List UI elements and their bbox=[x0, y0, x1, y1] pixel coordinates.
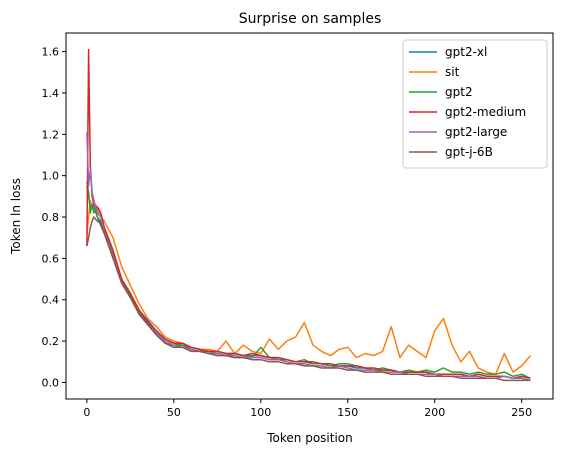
legend-label-gpt2-large: gpt2-large bbox=[445, 125, 507, 139]
y-tick-label: 0.2 bbox=[42, 335, 60, 348]
y-tick-label: 1.6 bbox=[42, 46, 60, 59]
series-line-sit bbox=[86, 199, 531, 375]
x-axis-label: Token position bbox=[266, 431, 353, 445]
y-axis: 0.0 0.2 0.4 0.6 0.8 1.0 1.2 1.4 1.6 bbox=[42, 46, 66, 389]
legend: gpt2-xl sit gpt2 gpt2-medium gpt2-large gpt-j… bbox=[402, 39, 548, 169]
y-tick-label: 1.0 bbox=[42, 170, 60, 183]
x-tick-label: 250 bbox=[511, 406, 532, 419]
x-tick-label: 0 bbox=[83, 406, 90, 419]
legend-label-gpt2: gpt2 bbox=[445, 85, 473, 99]
legend-label-gpt-j-6B: gpt-j-6B bbox=[445, 145, 493, 159]
legend-label-gpt2-medium: gpt2-medium bbox=[445, 105, 526, 119]
x-tick-label: 150 bbox=[337, 406, 358, 419]
y-tick-label: 0.8 bbox=[42, 211, 60, 224]
y-axis-label: Token ln loss bbox=[9, 178, 23, 255]
series-layer bbox=[86, 48, 531, 382]
legend-box bbox=[402, 39, 548, 169]
y-tick-label: 0.6 bbox=[42, 252, 60, 265]
chart-title: Surprise on samples bbox=[239, 11, 382, 27]
x-axis: 0 50 100 150 200 250 bbox=[83, 399, 532, 419]
x-tick-label: 100 bbox=[250, 406, 271, 419]
legend-label-gpt2-xl: gpt2-xl bbox=[445, 45, 487, 59]
y-tick-label: 0.0 bbox=[42, 376, 60, 389]
x-tick-label: 50 bbox=[167, 406, 181, 419]
y-tick-label: 0.4 bbox=[42, 294, 60, 307]
y-tick-label: 1.2 bbox=[42, 128, 60, 141]
series-line-gpt2-medium bbox=[86, 48, 531, 380]
legend-label-sit: sit bbox=[445, 65, 460, 79]
plot-frame bbox=[65, 32, 554, 400]
y-tick-label: 1.4 bbox=[42, 87, 60, 100]
x-tick-label: 200 bbox=[424, 406, 445, 419]
series-line-gpt-j-6B bbox=[86, 216, 531, 382]
